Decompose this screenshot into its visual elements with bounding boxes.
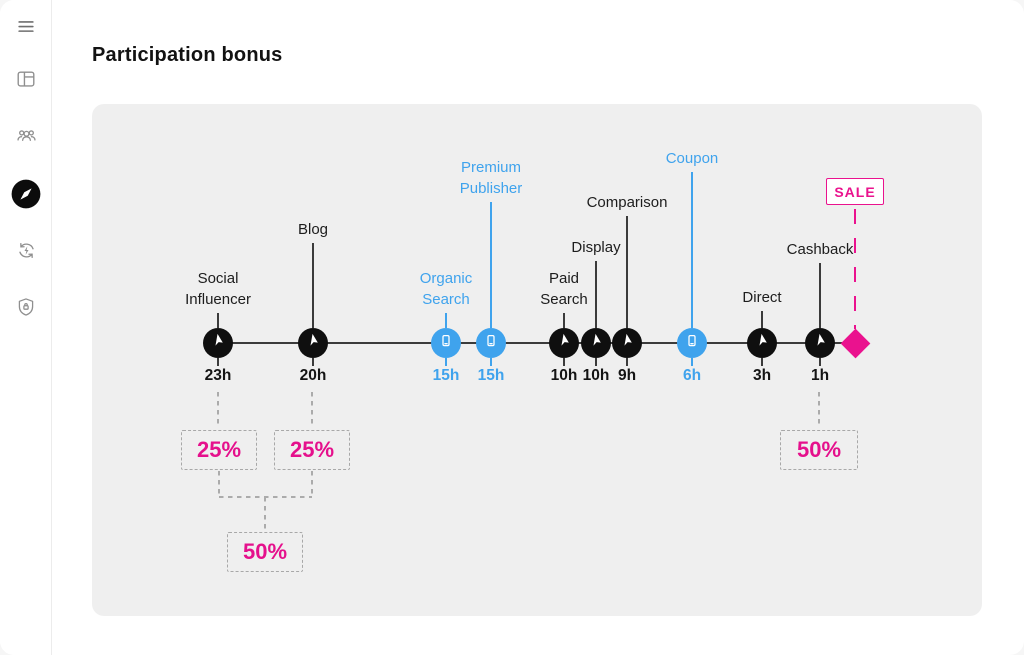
sidebar-item-dashboard[interactable] <box>7 62 45 100</box>
event-marker-cashback[interactable] <box>805 328 835 358</box>
sidebar-item-audiences[interactable] <box>7 119 45 157</box>
bonus-link <box>218 471 220 497</box>
event-time: 10h <box>582 367 610 384</box>
page-title: Participation bonus <box>92 44 283 66</box>
event-marker-paid-search[interactable] <box>549 328 579 358</box>
bonus-link <box>264 497 266 531</box>
menu-button[interactable] <box>7 10 45 48</box>
event-marker-display[interactable] <box>581 328 611 358</box>
bonus-link <box>217 392 219 428</box>
sidebar-item-conversions[interactable] <box>7 234 45 272</box>
event-marker-social-influencer[interactable] <box>203 328 233 358</box>
event-label-premium-publisher: Premium Publisher <box>459 159 523 197</box>
event-time: 20h <box>299 367 327 384</box>
event-connector <box>819 263 821 328</box>
shield-lock-icon <box>15 296 37 323</box>
sale-connector <box>854 209 856 329</box>
event-time: 3h <box>752 367 772 384</box>
event-label-paid-search: Paid Search <box>540 270 588 308</box>
event-time: 10h <box>550 367 578 384</box>
event-connector <box>490 202 492 328</box>
bonus-badge: 25% <box>181 430 257 470</box>
event-connector <box>691 172 693 328</box>
sale-badge: SALE <box>826 178 884 205</box>
event-tick <box>563 358 565 366</box>
event-label-comparison: Comparison <box>586 194 668 211</box>
event-time: 6h <box>682 367 702 384</box>
event-tick <box>490 358 492 366</box>
event-label-direct: Direct <box>742 289 782 306</box>
compass-icon <box>10 178 42 215</box>
event-marker-coupon[interactable] <box>677 328 707 358</box>
smartphone-icon <box>683 332 701 355</box>
event-connector <box>595 261 597 328</box>
event-connector <box>563 313 565 328</box>
event-label-display: Display <box>571 239 621 256</box>
timeline-axis <box>218 342 855 344</box>
event-marker-premium-publisher[interactable] <box>476 328 506 358</box>
event-tick <box>626 358 628 366</box>
event-tick <box>312 358 314 366</box>
event-tick <box>691 358 693 366</box>
cursor-click-icon <box>812 332 829 354</box>
bonus-link <box>818 392 820 428</box>
bonus-badge: 50% <box>780 430 858 470</box>
cursor-click-icon <box>210 332 227 354</box>
sale-marker[interactable] <box>840 328 870 358</box>
smartphone-icon <box>482 332 500 355</box>
event-label-coupon: Coupon <box>665 150 719 167</box>
menu-icon <box>15 16 37 43</box>
event-label-organic-search: Organic Search <box>419 270 473 308</box>
event-marker-organic-search[interactable] <box>431 328 461 358</box>
event-time: 15h <box>477 367 505 384</box>
cursor-click-icon <box>556 332 573 354</box>
users-icon <box>15 124 38 152</box>
sidebar <box>0 0 52 655</box>
dashboard-icon <box>15 68 37 95</box>
event-connector <box>312 243 314 328</box>
timeline-panel: Social Influencer 23h Blog 20h Organic Search 1… <box>92 104 982 616</box>
smartphone-icon <box>437 332 455 355</box>
participation-bonus-timeline: Social Influencer 23h Blog 20h Organic Search 1… <box>92 104 982 616</box>
event-connector <box>217 313 219 328</box>
event-time: 9h <box>617 367 637 384</box>
sidebar-item-privacy[interactable] <box>7 290 45 328</box>
event-tick <box>445 358 447 366</box>
event-tick <box>595 358 597 366</box>
event-tick <box>217 358 219 366</box>
bonus-badge: 50% <box>227 532 303 572</box>
event-marker-comparison[interactable] <box>612 328 642 358</box>
event-label-blog: Blog <box>297 221 329 238</box>
cursor-click-icon <box>754 332 771 354</box>
event-label-social-influencer: Social Influencer <box>185 270 251 308</box>
event-label-cashback: Cashback <box>786 241 854 258</box>
event-connector <box>761 311 763 328</box>
cursor-click-icon <box>305 332 322 354</box>
event-connector <box>445 313 447 328</box>
event-time: 23h <box>204 367 232 384</box>
cursor-click-icon <box>588 332 605 354</box>
event-marker-blog[interactable] <box>298 328 328 358</box>
event-time: 1h <box>810 367 830 384</box>
bonus-badge: 25% <box>274 430 350 470</box>
bonus-link <box>311 471 313 497</box>
event-time: 15h <box>432 367 460 384</box>
event-tick <box>819 358 821 366</box>
bonus-link <box>311 392 313 428</box>
event-tick <box>761 358 763 366</box>
event-marker-direct[interactable] <box>747 328 777 358</box>
sync-bolt-icon <box>15 239 38 267</box>
sidebar-item-journeys[interactable] <box>7 177 45 215</box>
cursor-click-icon <box>619 332 636 354</box>
main-content: Participation bonus Social Influencer 23h B… <box>52 0 1024 655</box>
event-connector <box>626 216 628 328</box>
